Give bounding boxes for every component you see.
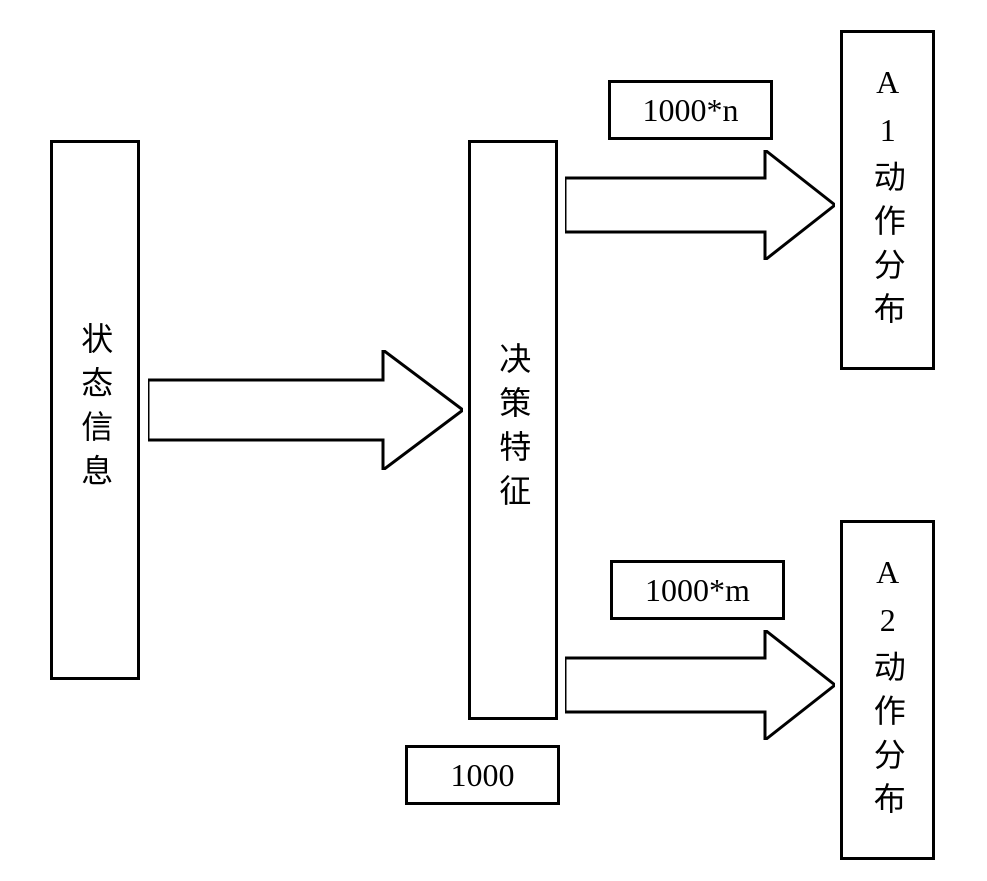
arrow-icon [565, 630, 835, 740]
label-1000n-text: 1000*n [643, 92, 739, 129]
arrow-state-to-decision [148, 350, 463, 475]
label-1000-text: 1000 [451, 757, 515, 794]
a1-dist-box: A1动作分布 [840, 30, 935, 370]
arrow-decision-to-a1 [565, 150, 835, 265]
state-info-box: 状态信息 [50, 140, 140, 680]
label-1000m-text: 1000*m [645, 572, 750, 609]
decision-feature-box: 决策特征 [468, 140, 558, 720]
label-1000m-box: 1000*m [610, 560, 785, 620]
label-1000n-box: 1000*n [608, 80, 773, 140]
arrow-icon [148, 350, 463, 470]
a2-dist-box: A2动作分布 [840, 520, 935, 860]
arrow-icon [565, 150, 835, 260]
a1-dist-label: A1动作分布 [868, 64, 906, 336]
state-info-label: 状态信息 [76, 322, 114, 498]
decision-feature-label: 决策特征 [494, 342, 532, 518]
label-1000-box: 1000 [405, 745, 560, 805]
a2-dist-label: A2动作分布 [868, 554, 906, 826]
arrow-decision-to-a2 [565, 630, 835, 745]
